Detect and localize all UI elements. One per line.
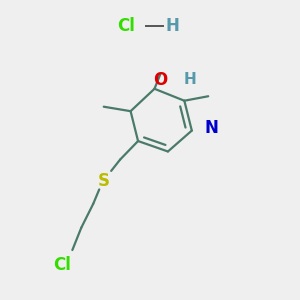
Text: H: H — [166, 17, 179, 35]
Text: N: N — [204, 118, 218, 136]
Text: H: H — [184, 72, 197, 87]
Text: Cl: Cl — [53, 256, 71, 274]
Text: Cl: Cl — [117, 17, 135, 35]
Text: S: S — [98, 172, 110, 190]
Text: O: O — [153, 71, 168, 89]
